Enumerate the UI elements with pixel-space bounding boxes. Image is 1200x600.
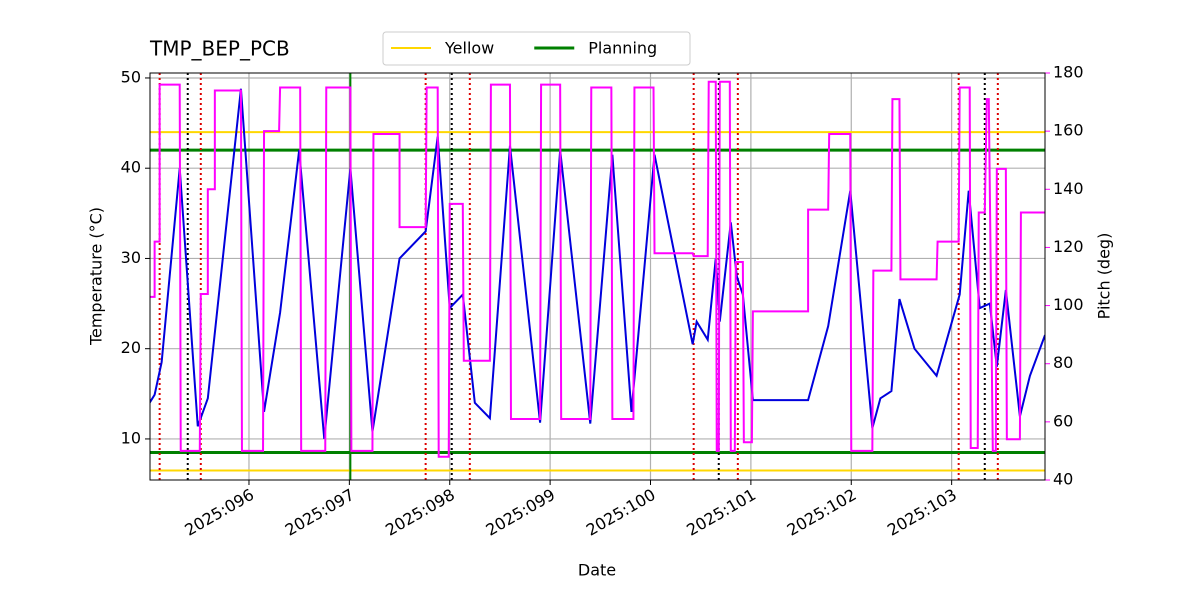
y2-tick-label: 100 — [1053, 295, 1084, 314]
legend-label: Planning — [588, 39, 657, 58]
y2-tick-label: 40 — [1053, 470, 1073, 489]
x-tick-label: 2025:102 — [784, 485, 860, 540]
y2-tick-label: 160 — [1053, 121, 1084, 140]
y2-tick-label: 60 — [1053, 411, 1073, 430]
x-tick-label: 2025:097 — [282, 485, 358, 540]
y-tick-label: 30 — [121, 248, 141, 267]
y2-tick-label: 120 — [1053, 237, 1084, 256]
temperature-line — [150, 88, 1045, 440]
y-tick-label: 50 — [121, 67, 141, 86]
legend-label: Yellow — [444, 39, 494, 58]
y-tick-label: 20 — [121, 338, 141, 357]
x-tick-label: 2025:099 — [482, 485, 558, 540]
y-tick-label: 10 — [121, 428, 141, 447]
chart-title: TMP_BEP_PCB — [149, 37, 290, 61]
legend: Yellow Planning — [382, 31, 691, 66]
x-tick-label: 2025:100 — [583, 485, 659, 540]
y-tick-label: 40 — [121, 158, 141, 177]
plot-frame — [149, 72, 1046, 481]
x-tick-label: 2025:103 — [884, 485, 960, 540]
y-axis-label: Temperature (°C) — [87, 207, 106, 346]
y2-tick-label: 180 — [1053, 63, 1084, 82]
x-tick-label: 2025:098 — [382, 485, 458, 540]
x-tick-label: 2025:096 — [181, 485, 257, 540]
x-axis-label: Date — [578, 561, 616, 580]
y2-tick-label: 80 — [1053, 353, 1073, 372]
pitch-line — [150, 80, 1045, 458]
y2-axis-label: Pitch (deg) — [1095, 233, 1114, 320]
x-tick-label: 2025:101 — [683, 485, 759, 540]
y2-tick-label: 140 — [1053, 179, 1084, 198]
